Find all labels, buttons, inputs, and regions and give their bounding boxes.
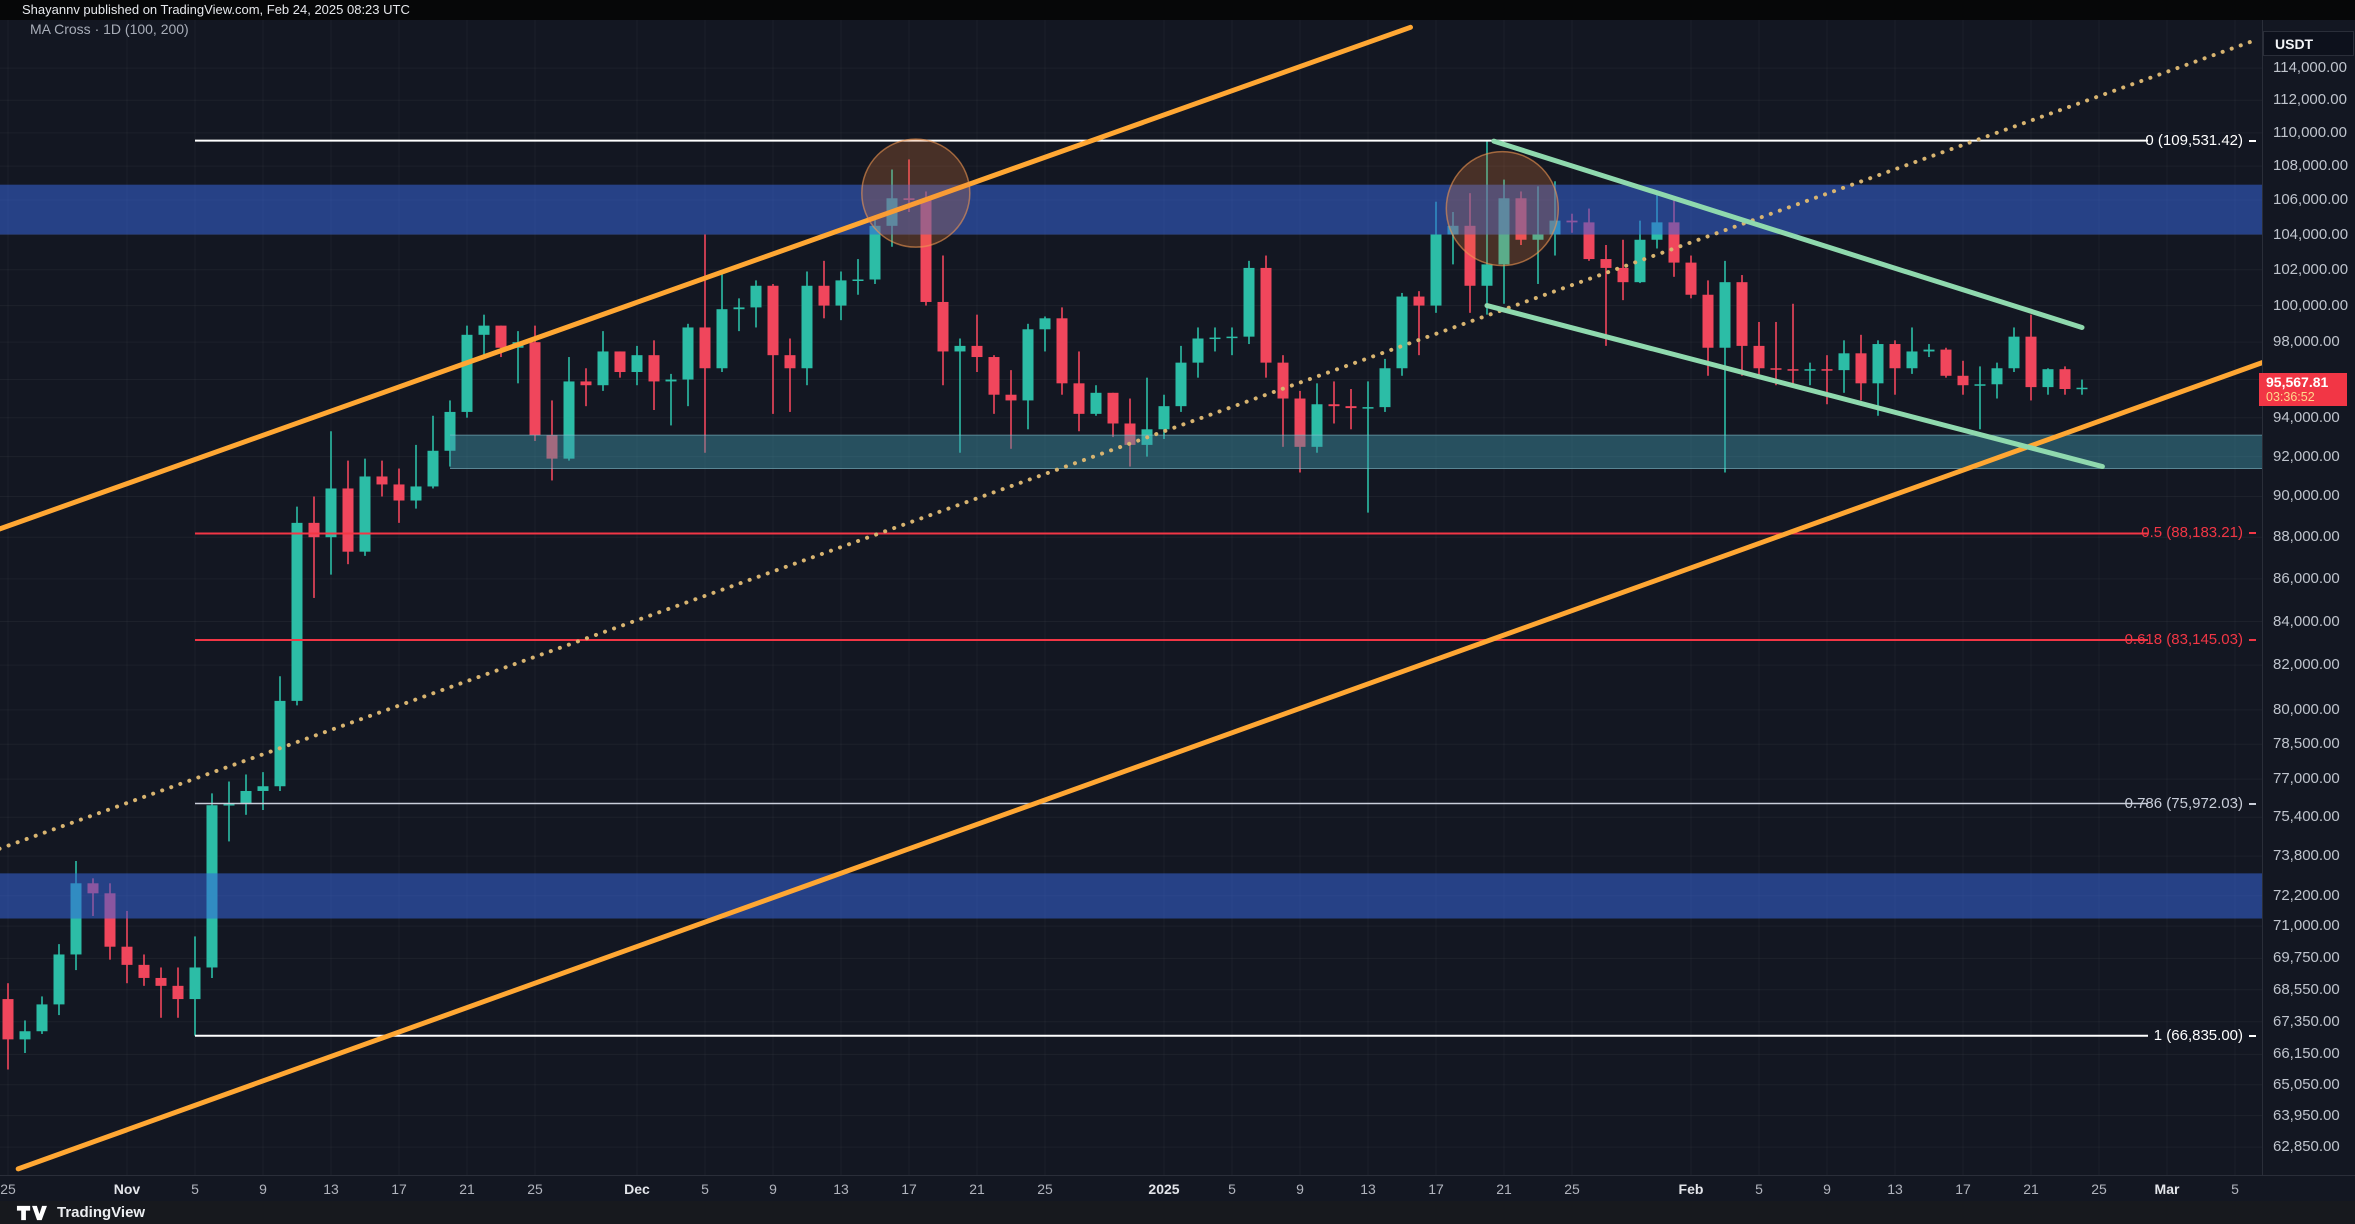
price-tick-label: 108,000.00: [2273, 157, 2349, 175]
price-tick-label: 84,000.00: [2273, 612, 2340, 630]
time-tick-label: 5: [191, 1181, 199, 1197]
price-tick-label: 63,950.00: [2273, 1106, 2340, 1124]
time-tick-label: 21: [2023, 1181, 2039, 1197]
time-tick-label: 21: [1496, 1181, 1512, 1197]
publish-bar: Shayannv published on TradingView.com, F…: [0, 0, 2355, 20]
price-tick-label: 92,000.00: [2273, 447, 2340, 465]
price-tick-label: 82,000.00: [2273, 656, 2340, 674]
time-tick-label: Dec: [624, 1181, 650, 1197]
time-tick-label: Mar: [2154, 1181, 2180, 1197]
time-tick-label: 21: [969, 1181, 985, 1197]
price-tick-label: 69,750.00: [2273, 949, 2340, 967]
price-tick-label: 78,500.00: [2273, 735, 2340, 753]
price-tick-label: 73,800.00: [2273, 847, 2340, 865]
time-tick-label: 25: [2091, 1181, 2107, 1197]
price-tick-label: 72,200.00: [2273, 886, 2340, 904]
quote-currency-label: USDT: [2275, 36, 2314, 52]
time-tick-label: 9: [1296, 1181, 1304, 1197]
tradingview-brand-text[interactable]: TradingView: [57, 1204, 146, 1221]
time-tick-label: 21: [459, 1181, 475, 1197]
time-tick-label: 17: [391, 1181, 407, 1197]
time-tick-label: 5: [2231, 1181, 2239, 1197]
price-tick-label: 94,000.00: [2273, 408, 2340, 426]
price-tick-label: 100,000.00: [2273, 296, 2349, 314]
price-tick-label: 98,000.00: [2273, 333, 2340, 351]
time-tick-label: 17: [901, 1181, 917, 1197]
tradingview-logo-icon[interactable]: [16, 1204, 50, 1222]
price-tick-label: 90,000.00: [2273, 487, 2340, 505]
time-tick-label: 25: [1037, 1181, 1053, 1197]
time-axis[interactable]: 25 Nov 5 9 13 17 21 25 Dec 5 9 13 17 21 25 2025 5 9 13 17 21…: [0, 1175, 2355, 1201]
price-axis[interactable]: USDT 95,567.81 03:36:52 114,000.00 112,00…: [2259, 20, 2355, 1176]
time-tick-label: 13: [323, 1181, 339, 1197]
price-tick-label: 62,850.00: [2273, 1138, 2340, 1156]
time-tick-label: 17: [1428, 1181, 1444, 1197]
publish-text: Shayannv published on TradingView.com, F…: [22, 2, 410, 17]
time-tick-label: 13: [833, 1181, 849, 1197]
price-tick-label: 86,000.00: [2273, 569, 2340, 587]
time-tick-label: 9: [769, 1181, 777, 1197]
price-tick-label: 114,000.00: [2273, 59, 2347, 77]
time-tick-label: 5: [701, 1181, 709, 1197]
time-tick-label: 13: [1360, 1181, 1376, 1197]
price-tick-label: 112,000.00: [2273, 91, 2347, 109]
brand-bar: TradingView: [0, 1201, 2355, 1224]
time-tick-label: 9: [1823, 1181, 1831, 1197]
time-tick-label: Nov: [113, 1181, 141, 1197]
time-tick-label: 13: [1887, 1181, 1903, 1197]
time-tick-label: Feb: [1678, 1181, 1704, 1197]
time-tick-label: 17: [1955, 1181, 1971, 1197]
time-tick-label: 9: [259, 1181, 267, 1197]
price-tick-label: 67,350.00: [2273, 1012, 2340, 1030]
price-tick-label: 68,550.00: [2273, 980, 2340, 998]
time-tick-label: 5: [1755, 1181, 1763, 1197]
time-tick-label: 25: [0, 1181, 16, 1197]
indicator-legend-label: MA Cross · 1D (100, 200): [30, 21, 189, 37]
price-tick-label: 77,000.00: [2273, 770, 2340, 788]
last-price-badge: 95,567.81 03:36:52: [2259, 373, 2347, 406]
price-tick-label: 106,000.00: [2273, 190, 2349, 208]
time-tick-label: 5: [1228, 1181, 1236, 1197]
price-tick-label: 75,400.00: [2273, 808, 2340, 826]
price-tick-label: 66,150.00: [2273, 1045, 2340, 1063]
last-price-value: 95,567.81: [2266, 374, 2329, 390]
price-tick-label: 80,000.00: [2273, 700, 2340, 718]
time-tick-label: 25: [527, 1181, 543, 1197]
quote-currency-box: USDT: [2263, 31, 2354, 56]
price-tick-label: 110,000.00: [2273, 123, 2347, 141]
time-tick-label: 25: [1564, 1181, 1580, 1197]
indicator-legend[interactable]: MA Cross · 1D (100, 200): [30, 21, 189, 37]
price-tick-label: 71,000.00: [2273, 917, 2340, 935]
price-tick-label: 102,000.00: [2273, 260, 2349, 278]
price-tick-label: 65,050.00: [2273, 1075, 2340, 1093]
price-tick-label: 88,000.00: [2273, 528, 2340, 546]
price-tick-label: 104,000.00: [2273, 225, 2349, 243]
bar-countdown: 03:36:52: [2266, 390, 2315, 404]
time-tick-label: 2025: [1148, 1181, 1180, 1197]
